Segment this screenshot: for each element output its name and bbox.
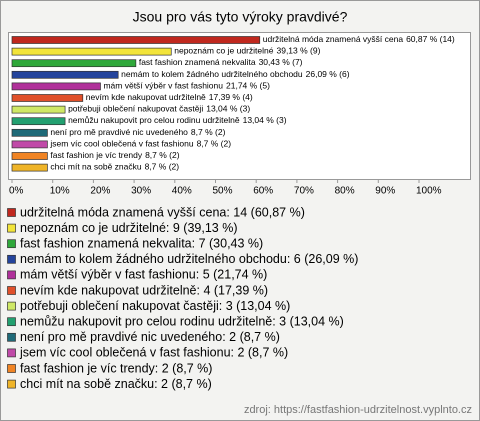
x-tick-label: 30% [131,186,151,197]
bar-category: nevím kde nakupovat udržitelně [86,92,206,102]
legend-label: nevím kde nakupovat udržitelně: 4 (17,39… [20,283,268,297]
x-tick-label: 0% [9,186,24,197]
bar-category: jsem víc cool oblečená v fast fashionu [49,139,193,149]
x-tick-label: 70% [294,186,314,197]
legend-swatch [7,364,16,373]
bar [11,128,48,137]
bar-label: nevím kde nakupovat udržitelně 17,39 % (4… [86,92,253,102]
x-tick-label: 20% [90,186,110,197]
bar-label: není pro mě pravdivé nic uvedeného 8,7 % … [50,127,225,137]
bar [11,105,66,114]
legend-label: fast fashion znamená nekvalita: 7 (30,43… [20,236,263,250]
bar [11,36,261,44]
bar-value-label: 30,43 % (7) [259,57,303,67]
bar-category: potřebuji oblečení nakupovat častěji [68,104,203,114]
bar [11,163,48,172]
bar [11,82,101,91]
bar-value-label: 8,7 % (2) [197,139,232,149]
legend-label: potřebuji oblečení nakupovat častěji: 3 … [20,299,290,313]
legend-swatch [7,270,16,280]
legend-swatch [7,332,16,342]
bar-category: nemůžu nakupovit pro celou rodinu udržit… [68,115,240,125]
legend-swatch [7,254,16,264]
source: zdroj: https://fastfashion-udrzitelnost.… [244,404,472,416]
bar-category: chci mít na sobě značku [50,162,141,172]
legend-label: není pro mě pravdivé nic uvedeného: 2 (8… [20,330,280,344]
bar-category: nemám to kolem žádného udržitelného obch… [121,69,303,79]
legend-label: mám větší výběr v fast fashionu: 5 (21,7… [20,268,267,282]
legend-label: chci mít na sobě značku: 2 (8,7 %) [20,377,212,391]
bar-value-label: 13,04 % (3) [206,104,250,114]
bar-category: není pro mě pravdivé nic uvedeného [50,127,188,137]
legend-swatch [7,223,16,233]
bar-value-label: 13,04 % (3) [243,115,287,125]
x-tick-label: 60% [253,186,273,197]
bar-category: fast fashion znamená nekvalita [139,57,256,67]
legend-label: nepoznám co je udržitelné: 9 (39,13 %) [20,221,238,235]
bar-label: nemám to kolem žádného udržitelného obch… [121,69,350,79]
bar [11,152,48,160]
legend-swatch [7,208,16,217]
legend-label: udržitelná móda znamená vyšší cena: 14 (… [20,205,305,219]
legend-label: jsem víc cool oblečená v fast fashionu: … [19,346,288,360]
bar-label: udržitelná móda znamená vyšší cena 60,87 … [263,34,455,44]
bar [11,94,84,102]
bar [11,140,48,149]
bar-value-label: 21,74 % (5) [226,81,270,91]
bar-category: nepoznám co je udržitelné [174,46,274,56]
plot-area [8,32,471,180]
bar-label: jsem víc cool oblečená v fast fashionu 8,… [49,139,231,149]
bar-label: nemůžu nakupovit pro celou rodinu udržit… [68,115,287,125]
bar-label: fast fashion je víc trendy 8,7 % (2) [50,150,179,160]
legend-swatch [7,379,16,389]
bar-category: fast fashion je víc trendy [50,150,142,160]
bar-label: fast fashion znamená nekvalita 30,43 % (7… [139,57,303,67]
bar-label: nepoznám co je udržitelné 39,13 % (9) [174,46,320,56]
bar-label: chci mít na sobě značku 8,7 % (2) [50,162,179,172]
x-tick-label: 40% [172,186,192,197]
legend-swatch [7,286,16,295]
legend-swatch [7,239,16,249]
x-tick-label: 90% [375,186,395,197]
bar-category: mám větší výběr v fast fashionu [103,81,223,91]
bar-label: potřebuji oblečení nakupovat častěji 13,0… [68,104,250,114]
bar [11,117,66,126]
bar-value-label: 60,87 % (14) [406,34,455,44]
bar-label: mám větší výběr v fast fashionu 21,74 % (… [103,81,270,91]
bar-value-label: 8,7 % (2) [191,127,226,137]
legend-swatch [7,301,16,311]
legend-swatch [7,348,16,358]
bar-value-label: 26,09 % (6) [306,69,350,79]
bar [11,59,137,68]
bar [11,70,119,79]
bar-value-label: 17,39 % (4) [209,92,253,102]
chart-title: Jsou pro vás tyto výroky pravdivé? [133,9,348,25]
legend-label: fast fashion je víc trendy: 2 (8,7 %) [20,361,212,375]
legend-label: nemám to kolem žádného udržitelného obch… [20,252,358,266]
bar-value-label: 39,13 % (9) [276,46,320,56]
bar-value-label: 8,7 % (2) [145,150,180,160]
x-tick-label: 100% [416,186,442,197]
x-tick-label: 80% [335,186,355,197]
x-tick-label: 50% [213,186,233,197]
x-tick-label: 10% [50,186,70,197]
legend-swatch [7,317,16,327]
bar [11,47,172,56]
bar-category: udržitelná móda znamená vyšší cena [263,34,404,44]
legend-label: nemůžu nakupovit pro celou rodinu udržit… [20,314,344,328]
bar-value-label: 8,7 % (2) [145,162,180,172]
